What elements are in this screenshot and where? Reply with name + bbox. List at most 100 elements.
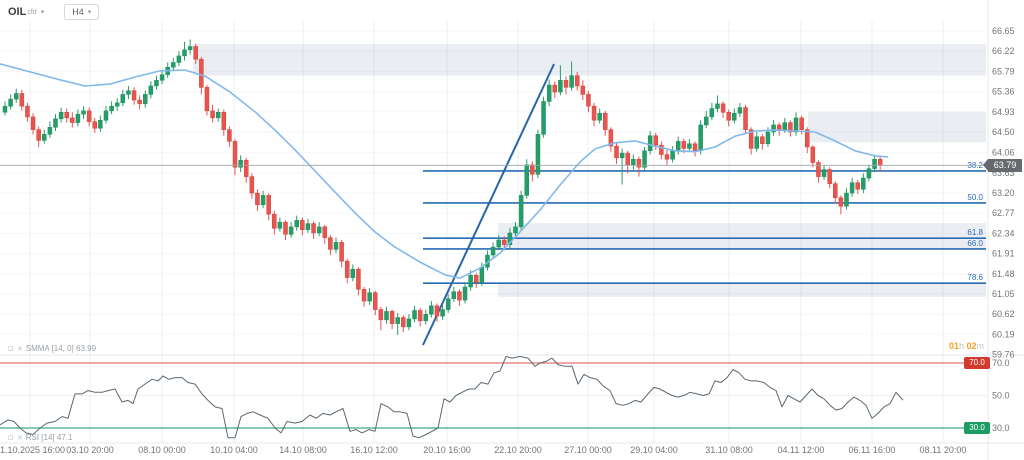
smma-line [0, 63, 889, 279]
candle-body [799, 117, 804, 130]
candle-body [821, 169, 827, 177]
candle-body [675, 141, 681, 152]
time-axis-label[interactable]: 20.10 16:00 [423, 445, 471, 455]
time-axis-label[interactable]: 14.10 08:00 [279, 445, 327, 455]
candle-body [816, 162, 821, 177]
candle-body [221, 112, 227, 130]
time-axis-label[interactable]: 22.10 20:00 [494, 445, 542, 455]
time-axis-label[interactable]: 08.11 20:00 [920, 445, 967, 455]
candle-body [47, 127, 53, 135]
timeframe-selector[interactable]: H4 ▾ [64, 4, 100, 20]
candle-body [861, 177, 866, 190]
current-price-badge: 63.79 [983, 159, 1022, 172]
candle-body [507, 232, 513, 245]
fib-level-label: 61.8 [967, 228, 983, 237]
candle-body [58, 112, 64, 120]
candle-body [159, 74, 165, 81]
price-axis-label[interactable]: 64.93 [992, 107, 1015, 117]
time-axis-label[interactable]: 01.10.2025 16:00 [0, 445, 65, 455]
price-axis-label[interactable]: 62.77 [992, 208, 1015, 218]
candle-body [631, 158, 636, 166]
candle-body [698, 124, 703, 152]
rsi-axis-label[interactable]: 30.0 [992, 423, 1010, 433]
fib-level-label: 78.6 [967, 273, 983, 282]
price-axis-label[interactable]: 66.22 [992, 46, 1015, 56]
candle-body [558, 80, 563, 93]
price-axis-label[interactable]: 61.91 [992, 249, 1015, 259]
candle-body [782, 122, 788, 130]
rsi-axis-label[interactable]: 50.0 [992, 391, 1010, 401]
candle-body [743, 107, 748, 130]
price-axis-label[interactable]: 65.36 [992, 87, 1015, 97]
candle-body [154, 80, 159, 87]
candle-body [692, 143, 698, 152]
indicator-close-icon[interactable]: ✕ [16, 345, 23, 353]
candle-body [502, 239, 507, 245]
time-axis-label[interactable]: 04.11 12:00 [778, 445, 825, 455]
candle-body [468, 274, 473, 288]
rsi-axis-label[interactable]: 70.0 [992, 358, 1010, 368]
candle-body [462, 286, 468, 301]
candle-body [64, 112, 69, 119]
price-axis-label[interactable]: 64.06 [992, 148, 1015, 158]
price-zone [808, 111, 986, 143]
candle-body [25, 105, 30, 118]
candle-body [283, 221, 288, 235]
candle-body [513, 226, 518, 234]
price-axis-label[interactable]: 60.19 [992, 329, 1015, 339]
candle-body [215, 112, 221, 119]
time-axis-label[interactable]: 10.10 04:00 [210, 445, 258, 455]
candle-body [440, 309, 445, 317]
rsi-indicator-legend: ⊡ ✕ RSI [14] 47.1 [8, 433, 72, 442]
price-axis-label[interactable]: 61.48 [992, 269, 1015, 279]
price-axis-label[interactable]: 61.05 [992, 289, 1015, 299]
candle-body [530, 164, 535, 175]
candle-body [793, 117, 799, 133]
time-axis-label[interactable]: 27.10 00:00 [564, 445, 612, 455]
candle-body [109, 105, 114, 112]
trendline[interactable] [422, 63, 555, 346]
candle-body [625, 152, 630, 166]
price-axis-label[interactable]: 60.62 [992, 309, 1015, 319]
indicator-settings-icon[interactable]: ⊡ [8, 434, 14, 442]
time-axis-label[interactable]: 03.10 20:00 [66, 445, 114, 455]
candle-body [844, 192, 849, 207]
price-axis-label[interactable]: 63.63 [992, 168, 1015, 178]
candle-body [328, 237, 333, 250]
candle-body [496, 239, 501, 248]
time-axis-label[interactable]: 16.10 12:00 [350, 445, 398, 455]
price-axis-label[interactable]: 66.65 [992, 26, 1015, 36]
rsi-legend-label: RSI [14] 47.1 [25, 433, 73, 442]
price-axis-label[interactable]: 65.79 [992, 66, 1015, 76]
candle-body [591, 105, 597, 121]
time-axis-label[interactable]: 31.10 08:00 [705, 445, 753, 455]
candle-body [473, 274, 479, 283]
candle-body [574, 75, 580, 87]
candle-body [877, 158, 883, 166]
time-axis-label[interactable]: 06.11 16:00 [849, 445, 896, 455]
indicator-close-icon[interactable]: ✕ [16, 434, 23, 442]
candle-body [126, 90, 131, 95]
price-axis-label[interactable]: 63.20 [992, 188, 1015, 198]
candle-body [563, 80, 569, 88]
price-axis-label[interactable]: 64.50 [992, 127, 1015, 137]
candle-body [451, 291, 457, 299]
candle-body [406, 318, 412, 328]
candle-body [518, 195, 524, 228]
indicator-settings-icon[interactable]: ⊡ [8, 345, 14, 353]
candle-body [277, 221, 283, 229]
price-axis-label[interactable]: 59.76 [992, 350, 1015, 360]
time-axis-label[interactable]: 08.10 00:00 [138, 445, 186, 455]
candle-body [866, 168, 872, 179]
candle-body [350, 268, 356, 278]
time-axis-label[interactable]: 29.10 04:00 [630, 445, 678, 455]
candle-body [771, 124, 776, 133]
price-axis-label[interactable]: 62.34 [992, 228, 1015, 238]
candle-body [30, 116, 36, 130]
candle-body [361, 289, 367, 302]
candle-body [114, 102, 120, 107]
candle-body [322, 226, 328, 238]
candle-body [552, 84, 558, 93]
symbol-selector[interactable]: OIL cfd ▾ [8, 6, 44, 18]
